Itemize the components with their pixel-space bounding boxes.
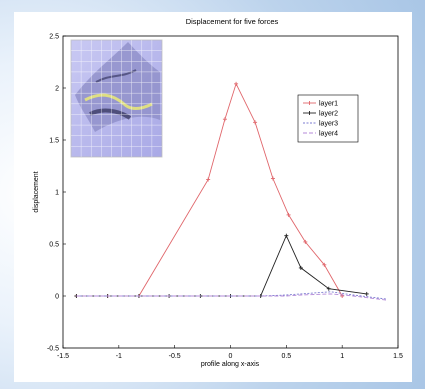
x-tick-label: -1: [116, 353, 122, 360]
data-point-layer1: [303, 239, 308, 244]
data-point-layer2: [284, 233, 289, 238]
x-axis-ticks: -1.5 -1 -0.5 0 0.5 1 1.5: [57, 345, 403, 360]
y-axis-label: displacement: [33, 171, 40, 212]
x-tick-label: 0: [229, 353, 233, 360]
y-axis-ticks: -0.5 0 0.5 1 1.5 2 2.5: [47, 34, 66, 353]
y-tick-label: 0.5: [49, 242, 59, 249]
legend-label-layer2: layer2: [319, 111, 338, 118]
x-tick-label: -0.5: [169, 353, 181, 360]
x-tick-label: 0.5: [281, 353, 291, 360]
y-tick-label: 2: [55, 86, 59, 93]
legend: layer1 layer2 layer3 layer4: [297, 94, 359, 143]
y-tick-label: -0.5: [47, 346, 59, 353]
chart-title: Displacement for five forces: [186, 17, 279, 26]
data-point-layer2: [298, 265, 303, 270]
data-point-layer2: [326, 286, 331, 291]
y-tick-label: 2.5: [49, 34, 59, 41]
y-tick-label: 0: [55, 294, 59, 301]
legend-label-layer3: layer3: [319, 121, 338, 128]
x-tick-label: 1: [340, 353, 344, 360]
y-tick-label: 1.5: [49, 138, 59, 145]
series-layer: [74, 81, 387, 301]
x-axis-label: profile along x-axis: [201, 361, 260, 368]
x-tick-label: 1.5: [393, 353, 403, 360]
inset-mesh-image: [70, 39, 163, 158]
data-point-layer1: [270, 176, 275, 181]
data-point-layer2: [364, 291, 369, 296]
data-point-layer1: [234, 81, 239, 86]
x-tick-label: -1.5: [57, 353, 69, 360]
data-point-layer1: [322, 262, 327, 267]
data-point-layer1: [253, 120, 258, 125]
legend-label-layer4: layer4: [319, 131, 338, 138]
series-line-layer4: [76, 293, 387, 301]
data-point-layer1: [286, 212, 291, 217]
data-point-layer1: [206, 177, 211, 182]
y-tick-label: 1: [55, 190, 59, 197]
legend-label-layer1: layer1: [319, 101, 338, 108]
data-point-layer1: [222, 117, 227, 122]
